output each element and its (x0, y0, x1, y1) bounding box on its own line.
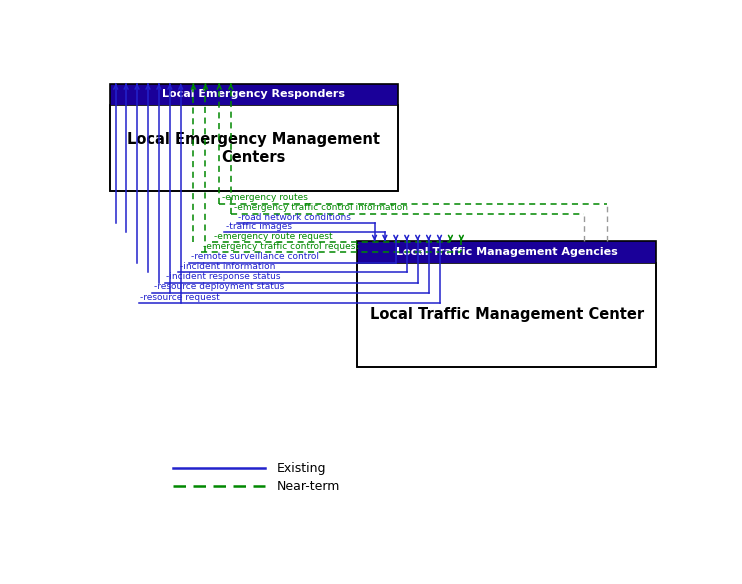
Text: -emergency route request: -emergency route request (214, 232, 332, 241)
Text: Local Traffic Management Center: Local Traffic Management Center (370, 307, 644, 322)
Text: Existing: Existing (277, 461, 326, 475)
Text: -incident information: -incident information (180, 262, 275, 271)
Bar (110, 84, 398, 105)
Bar (110, 84, 398, 192)
Text: Near-term: Near-term (277, 479, 340, 492)
Text: Local Emergency Responders: Local Emergency Responders (162, 89, 345, 99)
Text: -emergency traffic control request: -emergency traffic control request (203, 242, 358, 251)
Text: -traffic images: -traffic images (226, 222, 292, 231)
Text: -incident response status: -incident response status (166, 272, 281, 281)
Text: -emergency routes: -emergency routes (222, 193, 308, 202)
Bar (358, 241, 657, 367)
Bar (358, 241, 657, 263)
Text: -emergency traffic control information: -emergency traffic control information (234, 203, 407, 212)
Text: -remote surveillance control: -remote surveillance control (191, 252, 319, 261)
Text: Local Emergency Management
Centers: Local Emergency Management Centers (128, 132, 380, 165)
Text: -resource request: -resource request (140, 293, 220, 302)
Text: -road network conditions: -road network conditions (238, 213, 351, 221)
Text: Local Traffic Management Agencies: Local Traffic Management Agencies (396, 247, 617, 257)
Bar (110, 105, 398, 192)
Bar (358, 263, 657, 367)
Text: -resource deployment status: -resource deployment status (154, 282, 284, 291)
